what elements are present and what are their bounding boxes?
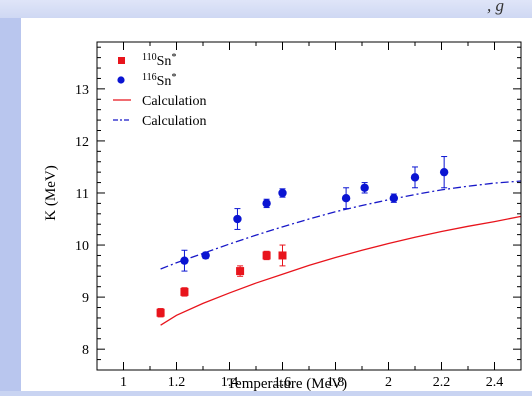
- data-point-circle: [262, 199, 271, 208]
- data-point-circle: [389, 193, 398, 203]
- y-tick-label: 11: [76, 187, 89, 202]
- data-point-circle: [439, 167, 449, 177]
- x-tick-label: 1.8: [327, 375, 345, 390]
- legend-element: Sn: [157, 74, 172, 89]
- legend-mass-number: 110: [142, 52, 157, 63]
- data-point-circle: [341, 193, 351, 203]
- data-point-circle: [201, 251, 210, 260]
- data-point-square: [278, 251, 287, 260]
- legend-marker-square: [118, 57, 125, 64]
- slide-top-strip: , g: [0, 0, 532, 18]
- x-tick-label: 1: [120, 375, 127, 390]
- y-tick-label: 12: [75, 135, 89, 150]
- slide-left-strip: [0, 18, 21, 391]
- x-tick-label: 2.2: [433, 375, 451, 390]
- data-point-square: [156, 308, 165, 317]
- y-tick-label: 13: [75, 83, 89, 98]
- calculation-curve-dash-dot: [160, 180, 522, 270]
- data-point-circle: [233, 214, 242, 224]
- data-point-square: [262, 251, 271, 260]
- legend-label: 110Sn*: [142, 52, 176, 69]
- x-tick-label: 2: [385, 375, 392, 390]
- calculation-curve-solid: [160, 215, 522, 326]
- y-tick-label: 9: [82, 291, 89, 306]
- points-layer: [156, 156, 449, 318]
- x-tick-label: 2.4: [486, 375, 504, 390]
- chart: 1 1.2 1.4 1.6 1.8 2 2.2 2.4 8 9 10 11 12 13 K (MeV) T…: [43, 41, 522, 392]
- data-point-circle: [180, 256, 189, 265]
- x-axis-label: Temperature (MeV): [227, 376, 347, 391]
- curves-layer: [160, 180, 522, 326]
- data-point-circle: [360, 183, 369, 192]
- y-axis-label: K (MeV): [43, 165, 59, 220]
- data-point-circle: [410, 173, 420, 182]
- chart-panel: 1 1.2 1.4 1.6 1.8 2 2.2 2.4 8 9 10 11 12 13 K (MeV) T…: [21, 18, 532, 392]
- data-point-circle: [278, 188, 287, 198]
- legend-suffix: *: [171, 52, 176, 63]
- plot-frame: [96, 41, 522, 371]
- legend-label: 116Sn*: [142, 72, 176, 89]
- legend-element: Sn: [157, 54, 172, 69]
- legend-label: Calculation: [142, 94, 207, 109]
- ticks-layer: 1 1.2 1.4 1.6 1.8 2 2.2 2.4 8 9 10 11 12 13: [75, 42, 521, 390]
- y-tick-label: 10: [75, 239, 89, 254]
- data-point-square: [236, 267, 245, 276]
- data-point-square: [180, 287, 189, 296]
- x-tick-label: 1.4: [221, 375, 239, 390]
- legend-mass-number: 116: [142, 72, 157, 83]
- legend-suffix: *: [171, 72, 176, 83]
- x-tick-label: 1.6: [274, 375, 292, 390]
- legend-label: Calculation: [142, 114, 207, 129]
- y-tick-label: 8: [82, 343, 89, 358]
- slide-top-text-fragment: , g: [487, 0, 504, 15]
- plot-frame-layer: [96, 41, 522, 371]
- legend-marker-circle: [117, 76, 125, 84]
- x-tick-label: 1.2: [168, 375, 186, 390]
